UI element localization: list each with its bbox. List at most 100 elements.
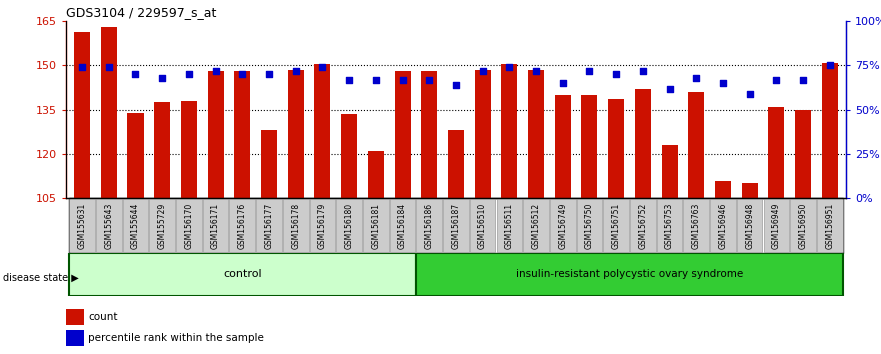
Bar — [256, 199, 282, 252]
Bar — [176, 199, 202, 252]
Bar — [581, 95, 597, 198]
Bar — [737, 199, 762, 252]
Bar — [122, 199, 148, 252]
Bar — [528, 70, 544, 198]
Bar — [203, 199, 228, 252]
Point — [155, 75, 169, 81]
Bar — [688, 92, 704, 198]
Text: GSM155631: GSM155631 — [78, 202, 86, 249]
Bar — [742, 183, 758, 198]
Text: GSM155644: GSM155644 — [131, 202, 140, 249]
Text: GSM156181: GSM156181 — [371, 202, 381, 249]
Text: GSM156950: GSM156950 — [798, 202, 808, 249]
Text: GSM156184: GSM156184 — [398, 202, 407, 249]
Bar — [234, 72, 250, 198]
Point — [422, 77, 436, 82]
Text: GSM156951: GSM156951 — [825, 202, 834, 249]
Bar — [421, 72, 437, 198]
Point — [502, 64, 516, 70]
Text: GSM156752: GSM156752 — [639, 202, 648, 249]
Bar — [795, 110, 811, 198]
Text: GSM156751: GSM156751 — [611, 202, 620, 249]
Bar — [74, 32, 90, 198]
Bar — [283, 199, 308, 252]
Text: control: control — [223, 269, 262, 279]
Bar — [66, 309, 84, 325]
Bar — [662, 145, 677, 198]
Bar — [337, 199, 362, 252]
Text: GSM156179: GSM156179 — [318, 202, 327, 249]
Bar — [100, 27, 117, 198]
Point — [609, 72, 623, 77]
Point — [582, 68, 596, 74]
Text: GSM156170: GSM156170 — [184, 202, 194, 249]
Text: GSM156180: GSM156180 — [344, 202, 353, 249]
Bar — [69, 253, 416, 296]
Point — [369, 77, 383, 82]
Text: GSM156178: GSM156178 — [292, 202, 300, 249]
Bar — [448, 130, 464, 198]
Bar — [208, 72, 224, 198]
Text: GSM156176: GSM156176 — [238, 202, 247, 249]
Bar — [710, 199, 736, 252]
Bar — [790, 199, 816, 252]
Bar — [417, 199, 442, 252]
Bar — [416, 253, 843, 296]
Text: GSM156946: GSM156946 — [718, 202, 728, 249]
Text: GSM156511: GSM156511 — [505, 202, 514, 249]
Bar — [395, 72, 411, 198]
Point — [743, 91, 757, 97]
Bar — [470, 199, 495, 252]
Point — [823, 63, 837, 68]
Text: disease state ▶: disease state ▶ — [3, 273, 78, 283]
Bar — [341, 114, 357, 198]
Bar — [150, 199, 175, 252]
Text: GSM155643: GSM155643 — [104, 202, 114, 249]
Text: GSM156177: GSM156177 — [264, 202, 273, 249]
Bar — [315, 64, 330, 198]
Bar — [497, 199, 522, 252]
Bar — [817, 199, 842, 252]
Bar — [128, 113, 144, 198]
Bar — [603, 199, 629, 252]
Point — [235, 72, 249, 77]
Point — [556, 80, 570, 86]
Point — [75, 64, 89, 70]
Point — [342, 77, 356, 82]
Bar — [656, 199, 683, 252]
Text: GSM156510: GSM156510 — [478, 202, 487, 249]
Point — [476, 68, 490, 74]
Text: GSM155729: GSM155729 — [158, 202, 167, 249]
Bar — [684, 199, 709, 252]
Bar — [714, 181, 731, 198]
Bar — [367, 151, 384, 198]
Bar — [154, 102, 170, 198]
Bar — [363, 199, 389, 252]
Point — [262, 72, 276, 77]
Point — [315, 64, 329, 70]
Point — [636, 68, 650, 74]
Bar — [576, 199, 603, 252]
Point — [769, 77, 783, 82]
Text: GSM156186: GSM156186 — [425, 202, 433, 249]
Point — [209, 68, 223, 74]
Bar — [630, 199, 655, 252]
Bar — [475, 70, 491, 198]
Text: GSM156763: GSM156763 — [692, 202, 700, 249]
Bar — [523, 199, 549, 252]
Bar — [635, 89, 651, 198]
Point — [101, 64, 115, 70]
Bar — [309, 199, 336, 252]
Point — [689, 75, 703, 81]
Bar — [768, 107, 784, 198]
Text: GSM156187: GSM156187 — [451, 202, 461, 249]
Bar — [389, 199, 415, 252]
Point — [796, 77, 811, 82]
Bar — [261, 130, 277, 198]
Bar — [229, 199, 255, 252]
Text: GSM156949: GSM156949 — [772, 202, 781, 249]
Point — [529, 68, 543, 74]
Point — [289, 68, 303, 74]
Bar — [181, 101, 197, 198]
Bar — [555, 95, 571, 198]
